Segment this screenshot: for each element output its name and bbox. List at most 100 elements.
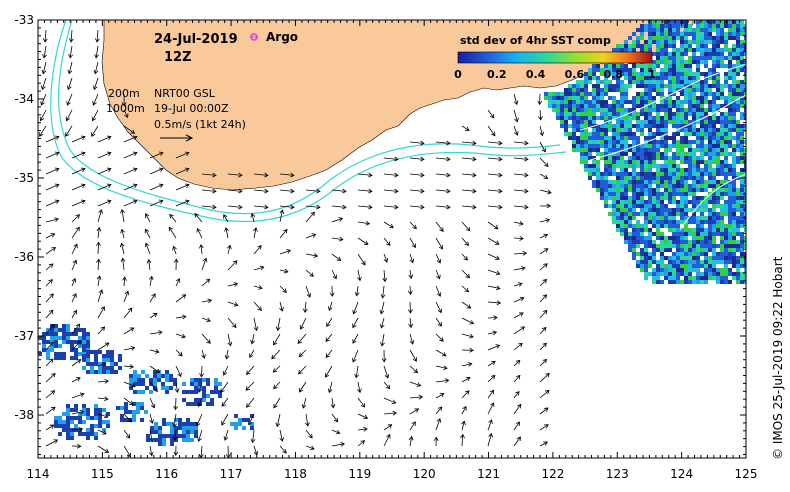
- sst-cell: [684, 64, 688, 68]
- sst-cell: [596, 88, 600, 92]
- current-arrow-head: [488, 419, 493, 424]
- sst-cell: [672, 48, 676, 52]
- sst-cell: [592, 160, 596, 164]
- current-arrow: [123, 291, 129, 303]
- current-arrow-head: [207, 298, 213, 304]
- sst-cell: [656, 220, 660, 224]
- current-arrow-head: [54, 135, 60, 141]
- sst-cell: [684, 172, 688, 176]
- current-arrow-head: [354, 291, 360, 297]
- sst-cell: [740, 276, 744, 280]
- sst-cell: [648, 84, 652, 88]
- sst-cell: [696, 240, 700, 244]
- sst-cell: [580, 160, 584, 164]
- sst-cell: [106, 420, 110, 424]
- current-arrow-head: [498, 156, 503, 162]
- current-arrow-head: [158, 167, 164, 173]
- sst-cell: [676, 228, 680, 232]
- sst-cell: [98, 420, 102, 424]
- sst-cell: [680, 152, 684, 156]
- sst-cell: [636, 156, 640, 160]
- sst-cell: [704, 160, 708, 164]
- current-arrow-head: [329, 292, 335, 297]
- sst-cell: [54, 332, 58, 336]
- sst-cell: [732, 68, 736, 72]
- current-arrow-head: [354, 373, 360, 379]
- sst-cell: [652, 20, 656, 24]
- sst-cell: [704, 152, 708, 156]
- sst-cell: [640, 92, 644, 96]
- sst-cell: [684, 200, 688, 204]
- sst-cell: [660, 60, 664, 64]
- sst-cell: [600, 144, 604, 148]
- sst-cell: [672, 260, 676, 264]
- sst-cell: [692, 276, 696, 280]
- sst-cell: [724, 212, 728, 216]
- sst-cell: [680, 236, 684, 240]
- current-arrow-head: [223, 436, 229, 441]
- sst-cell: [652, 216, 656, 220]
- sst-cell: [724, 176, 728, 180]
- current-arrow: [461, 221, 471, 232]
- sst-cell: [592, 128, 596, 132]
- sst-cell: [636, 116, 640, 120]
- sst-cell: [636, 160, 640, 164]
- sst-cell: [636, 80, 640, 84]
- sst-cell: [700, 148, 704, 152]
- sst-cell: [632, 172, 636, 176]
- sst-cell: [708, 124, 712, 128]
- sst-cell: [169, 378, 173, 382]
- sst-cell: [54, 324, 58, 328]
- sst-cell: [664, 60, 668, 64]
- sst-cell: [664, 220, 668, 224]
- sst-cell: [708, 36, 712, 40]
- sst-cell: [628, 44, 632, 48]
- sst-cell: [644, 208, 648, 212]
- current-arrow: [174, 429, 177, 441]
- sst-cell: [640, 168, 644, 172]
- sst-cell: [556, 108, 560, 112]
- current-arrow: [328, 381, 333, 393]
- sst-cell: [676, 140, 680, 144]
- sst-cell: [664, 148, 668, 152]
- current-arrow-head: [158, 183, 164, 189]
- sst-cell: [560, 100, 564, 104]
- current-arrow: [200, 244, 203, 255]
- sst-cell: [133, 390, 137, 394]
- sst-cell: [668, 180, 672, 184]
- sst-cell: [688, 132, 692, 136]
- sst-cell: [624, 136, 628, 140]
- current-arrow: [409, 269, 412, 279]
- current-arrow: [168, 227, 177, 239]
- sst-cell: [664, 84, 668, 88]
- sst-cell: [740, 248, 744, 252]
- current-arrow-head: [363, 426, 368, 432]
- current-arrow: [175, 365, 182, 377]
- colorbar-tick-label: 0.4: [526, 68, 546, 81]
- sst-cell: [596, 64, 600, 68]
- sst-cell: [612, 220, 616, 224]
- sst-cell: [724, 164, 728, 168]
- sst-cell: [700, 36, 704, 40]
- current-arrow: [435, 189, 450, 192]
- sst-cell: [692, 164, 696, 168]
- sst-cell: [660, 244, 664, 248]
- sst-cell: [716, 120, 720, 124]
- sst-cell: [576, 144, 580, 148]
- current-arrow-head: [91, 116, 97, 122]
- sst-cell: [660, 28, 664, 32]
- sst-cell: [712, 272, 716, 276]
- sst-cell: [74, 340, 78, 344]
- sst-cell: [692, 264, 696, 268]
- sst-cell: [704, 84, 708, 88]
- sst-cell: [584, 76, 588, 80]
- sst-cell: [672, 228, 676, 232]
- current-arrow: [71, 152, 86, 159]
- sst-cell: [632, 156, 636, 160]
- current-arrow: [97, 289, 103, 303]
- sst-cell: [596, 80, 600, 84]
- sst-cell: [672, 208, 676, 212]
- current-arrow-head: [212, 188, 217, 194]
- sst-cell: [584, 168, 588, 172]
- sst-cell: [712, 264, 716, 268]
